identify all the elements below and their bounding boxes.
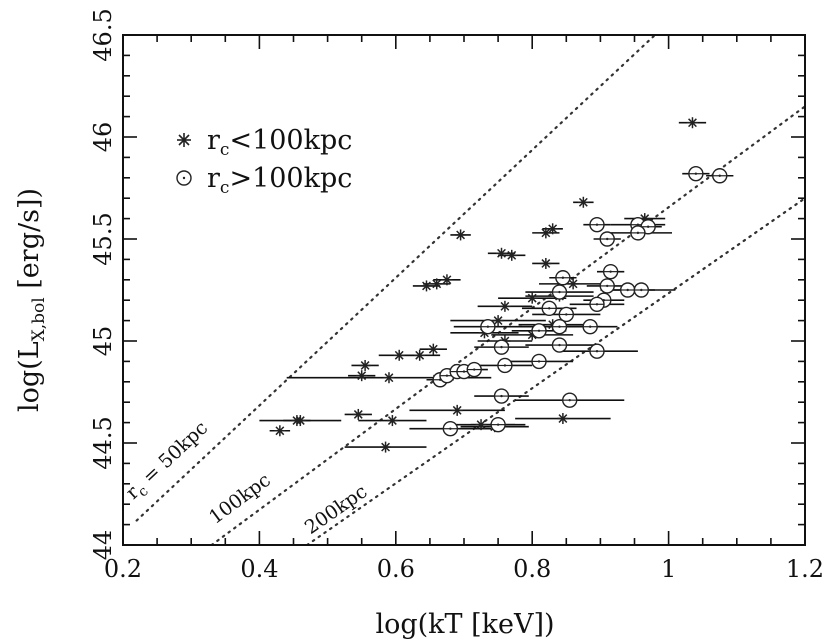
legend-label-large-core-prefix: r [207,163,220,194]
circle-marker [493,388,510,404]
circle-marker [480,319,496,335]
star-marker [414,349,426,361]
reference-line-label: 100kpc [205,469,275,529]
y-tick-label: 44 [89,530,117,561]
legend-label-small-core: rc<100kpc [207,125,352,160]
circle-marker [602,263,619,280]
y-axis-label-subscript: X,bol [29,297,49,341]
circle-marker [633,282,650,298]
reference-lines [135,35,805,545]
star-marker [393,349,405,361]
circle-marker [688,166,704,182]
x-axis-label: log(kT [keV]) [375,609,554,640]
circle-marker [599,231,615,247]
y-axis-label: log(LX,bol [erg/s]) [14,188,49,412]
star-marker [686,117,698,129]
circle-marker [497,357,513,374]
legend-star-symbol [177,133,191,147]
star-marker [352,408,364,420]
circle-marker [551,284,568,300]
circle-marker [493,339,510,355]
star-marker [506,249,518,261]
circle-marker [589,343,605,359]
circle-marker [558,306,574,323]
circle-marker [551,337,568,353]
star-marker [359,359,371,371]
legend-label-small-core-prefix: r [207,125,220,156]
star-marker [383,372,395,384]
star-marker [441,274,453,286]
star-marker [475,419,487,431]
star-marker [496,247,508,259]
plot-frame [122,34,806,546]
y-tick-label: 45 [89,326,117,357]
x-tick-label: 0.2 [104,555,142,583]
legend-label-large-core: rc>100kpc [207,163,352,198]
circle-marker [466,361,482,378]
star-marker [386,415,398,427]
legend-label-large-core-subscript: c [220,178,230,198]
y-axis-label-suffix: [erg/s]) [14,188,45,297]
x-tick-label: 1 [661,555,676,583]
y-axis-label-prefix: log(L [14,341,45,412]
legend-label-large-core-suffix: >100kpc [229,163,352,194]
reference-line-label-suffix: = 50kpc [134,417,212,492]
circle-marker [541,300,557,317]
star-marker [294,415,306,427]
star-marker [274,425,286,437]
legend-label-small-core-suffix: <100kpc [229,125,352,156]
legend: rc<100kpc rc>100kpc [176,125,352,198]
circle-marker [490,416,506,433]
x-tick-label: 0.6 [377,555,415,583]
circle-marker [555,270,571,286]
circle-marker [551,319,568,335]
star-marker [526,292,538,304]
x-tick-label: 1.2 [786,555,824,583]
star-marker [577,196,589,208]
x-tick-labels: 0.2 0.4 0.6 0.8 1 1.2 [104,555,824,583]
circle-marker [442,421,459,437]
circle-marker [589,296,605,312]
star-marker [492,315,504,327]
star-marker [451,404,463,416]
circle-marker [599,278,615,294]
circle-marker [712,168,728,184]
star-marker [557,413,569,425]
y-tick-labels: 44 44.5 45 45.5 46 46.5 [89,8,117,560]
legend-circle-symbol [176,170,192,186]
star-marker [431,278,443,290]
data-markers [274,117,728,453]
reference-line [306,197,805,545]
star-marker [380,441,392,453]
reference-line-label: 200kpc [301,481,372,539]
circle-marker [531,353,547,370]
circle-marker [562,392,578,408]
y-tick-label: 46.5 [89,8,117,61]
reference-line-label: rc = 50kpc [122,417,215,507]
x-tick-label: 0.4 [240,555,278,583]
star-marker [420,280,432,292]
x-tick-label: 0.8 [513,555,551,583]
circle-marker [619,282,636,298]
axis-ticks [122,34,806,546]
y-tick-label: 45.5 [89,212,117,265]
star-marker [567,278,579,290]
circle-marker [531,323,547,339]
circle-marker [589,217,605,233]
star-marker [499,300,511,312]
y-tick-label: 44.5 [89,416,117,469]
reference-line [135,35,657,522]
star-marker [547,223,559,235]
star-marker [455,229,467,241]
y-tick-label: 46 [89,122,117,153]
circle-marker [582,319,598,335]
legend-label-small-core-subscript: c [220,140,230,160]
star-marker [427,343,439,355]
star-marker [540,257,552,269]
star-marker [356,370,368,382]
circle-marker [630,225,646,241]
